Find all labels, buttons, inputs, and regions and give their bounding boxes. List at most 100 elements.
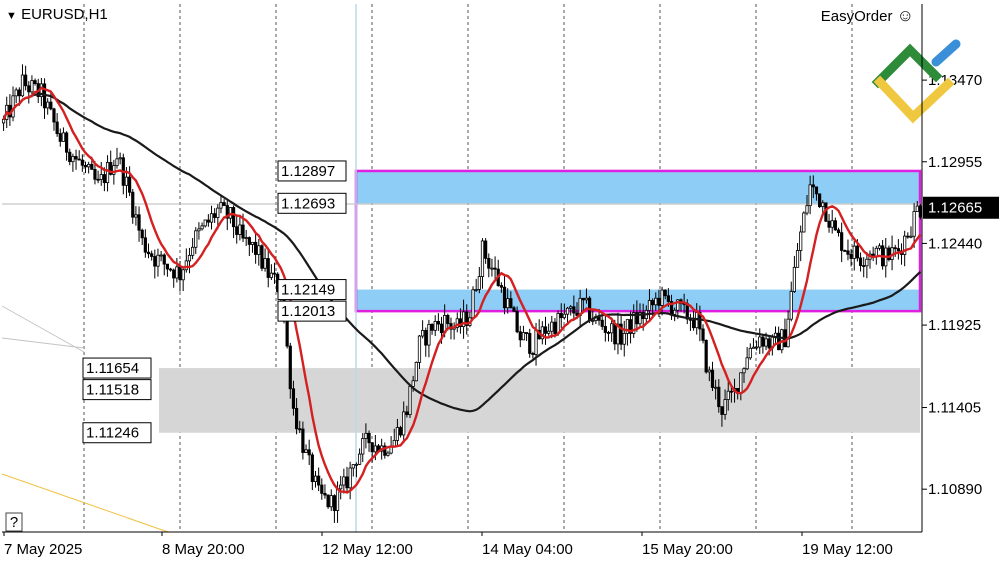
candle-body	[654, 297, 658, 306]
candle-body	[87, 163, 91, 168]
candle-body	[584, 297, 589, 301]
x-tick-label: 7 May 2025	[4, 541, 82, 558]
candle-body	[194, 230, 198, 248]
candle-body	[241, 224, 245, 239]
candle-body	[247, 237, 251, 245]
support-zone	[357, 289, 920, 312]
candle-body	[802, 212, 806, 233]
candle-body	[222, 202, 226, 206]
candle-body	[93, 168, 97, 180]
candle-body	[68, 151, 72, 163]
candle-body	[827, 220, 831, 228]
candle-body	[272, 272, 277, 275]
candle-body	[30, 80, 34, 93]
candle-body	[515, 310, 519, 333]
candle-body	[701, 328, 705, 341]
candle-body	[90, 163, 94, 170]
candle-body	[335, 488, 340, 511]
candle-body	[676, 299, 680, 311]
candle-body	[175, 266, 179, 279]
candle-body	[855, 245, 860, 259]
candle-body	[918, 205, 923, 218]
candle-body	[235, 226, 239, 235]
help-button[interactable]: ?	[5, 512, 23, 532]
candle-body	[134, 214, 138, 218]
candle-body	[348, 467, 352, 489]
candle-body	[285, 318, 289, 347]
candle-body	[165, 263, 170, 270]
candle-body	[487, 258, 491, 269]
level-label-box	[277, 192, 347, 214]
candle-body	[896, 248, 900, 252]
candle-body	[27, 85, 31, 93]
candle-body	[603, 326, 607, 333]
candle-body	[80, 159, 84, 166]
candle-body	[197, 228, 201, 232]
candle-body	[288, 345, 292, 390]
candle-body	[729, 390, 733, 393]
candle-body	[411, 380, 415, 387]
candle-body	[140, 229, 144, 239]
candle-body	[203, 219, 207, 227]
candle-body	[540, 326, 544, 340]
candle-body	[178, 266, 182, 281]
candle-body	[105, 162, 110, 184]
candle-body	[351, 464, 355, 469]
candle-body	[128, 176, 132, 193]
level-label: 1.12897	[281, 163, 335, 180]
resistance-zone	[357, 170, 920, 204]
candle-body	[172, 269, 176, 279]
current-price-label: 1.12665	[928, 200, 982, 217]
candle-body	[707, 369, 711, 373]
candle-body	[471, 289, 475, 319]
candle-body	[244, 237, 248, 239]
candle-body	[799, 231, 803, 251]
easyorder-label: EasyOrder	[820, 8, 893, 25]
candle-body	[657, 297, 661, 306]
candle-body	[613, 323, 617, 345]
collapse-arrow-icon[interactable]: ▼	[6, 10, 17, 22]
candle-body	[83, 164, 88, 168]
candle-body	[858, 257, 863, 266]
level-label-box	[82, 379, 152, 401]
candle-body	[550, 321, 554, 332]
candle-body	[191, 246, 195, 256]
candle-body	[461, 311, 466, 328]
x-tick-label: 12 May 12:00	[322, 541, 413, 558]
y-tick-label: 1.12440	[928, 235, 982, 252]
candle-body	[581, 297, 585, 301]
candle-body	[184, 260, 188, 271]
candle-body	[162, 254, 166, 265]
candle-body	[458, 318, 463, 328]
candle-body	[231, 207, 236, 228]
candle-body	[499, 285, 503, 288]
candle-body	[96, 178, 100, 181]
candle-body	[673, 309, 677, 315]
candle-body	[691, 319, 696, 329]
candle-body	[313, 475, 318, 483]
trend-line-gray-2	[1, 337, 85, 349]
level-label: 1.12013	[281, 303, 335, 320]
candle-body	[632, 312, 636, 334]
symbol-title: EURUSD,H1	[21, 6, 108, 23]
candle-body	[547, 330, 551, 334]
candle-body	[71, 156, 75, 163]
level-label: 1.11518	[86, 382, 139, 399]
candle-body	[58, 133, 62, 142]
candle-body	[795, 250, 800, 268]
candle-body	[329, 495, 333, 508]
level-label: 1.11654	[86, 360, 139, 377]
candle-body	[266, 258, 270, 278]
candle-body	[543, 326, 548, 334]
level-label: 1.11246	[86, 425, 139, 442]
candle-body	[635, 312, 639, 325]
candle-body	[808, 184, 812, 207]
candle-body	[619, 323, 623, 345]
candle-body	[792, 266, 796, 292]
level-label: 1.12693	[281, 195, 335, 212]
candle-body	[502, 286, 507, 309]
price-axis: 1.134701.129551.124401.119251.114051.108…	[922, 72, 999, 498]
easyorder-panel[interactable]: EasyOrder ☺	[821, 6, 914, 26]
